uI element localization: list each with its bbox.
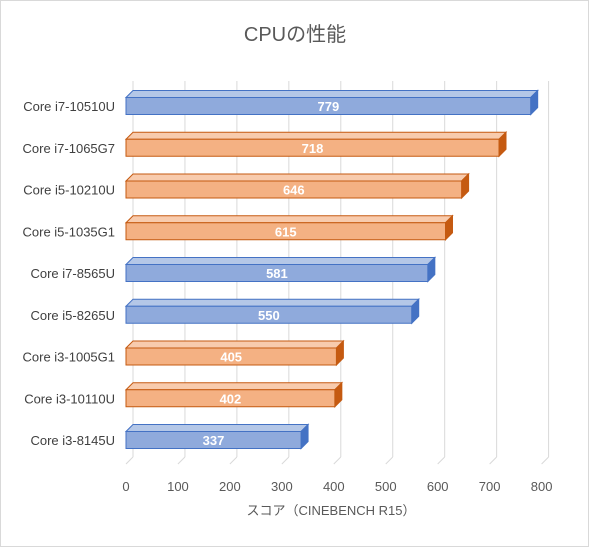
gridline-floor: [333, 456, 342, 465]
category-label: Core i3-10110U: [24, 391, 115, 406]
bar-series: 779 718 646 615 581 550 405 402 337: [124, 89, 539, 450]
bar-face: [125, 389, 336, 408]
bar-top: [124, 173, 470, 182]
data-label: 779: [317, 99, 339, 114]
category-label: Core i7-10510U: [23, 99, 115, 114]
x-tick-label: 700: [479, 479, 501, 494]
x-tick-label: 800: [531, 479, 553, 494]
bar: 779: [124, 89, 539, 116]
x-tick-label: 500: [375, 479, 397, 494]
x-tick-label: 300: [271, 479, 293, 494]
category-label: Core i3-1005G1: [23, 350, 116, 365]
bar-face: [125, 305, 413, 324]
x-tick-label: 0: [122, 479, 129, 494]
data-label: 337: [203, 433, 225, 448]
bar-top: [124, 90, 539, 98]
category-label: Core i7-8565U: [30, 266, 115, 281]
category-label: Core i7-1065G7: [23, 141, 116, 156]
bar-face: [125, 180, 463, 199]
category-label: Core i5-8265U: [30, 308, 115, 323]
x-tick-label: 100: [167, 479, 189, 494]
bar-top: [124, 340, 345, 349]
category-label: Core i3-8145U: [30, 433, 115, 448]
bar-top: [124, 257, 437, 265]
bar-top: [124, 131, 508, 140]
bar: 405: [124, 339, 345, 367]
bar-top: [124, 298, 420, 307]
bar: 646: [124, 172, 470, 200]
data-label: 402: [220, 391, 242, 406]
data-label: 646: [283, 183, 305, 198]
bar-face: [125, 222, 446, 241]
bar-face: [125, 264, 429, 282]
bar-top: [124, 382, 344, 391]
bar-face: [125, 97, 532, 115]
category-label: Core i5-10210U: [23, 183, 115, 198]
gridline-floor: [541, 456, 549, 465]
bar-face: [125, 138, 500, 157]
gridline-floor: [177, 456, 186, 465]
bar: 550: [124, 298, 420, 325]
data-label: 615: [275, 224, 297, 239]
gridline-floor: [489, 456, 498, 465]
gridline-floor: [281, 456, 290, 465]
chart-title: CPUの性能: [244, 23, 346, 46]
bar: 718: [124, 131, 508, 158]
bar-top: [124, 215, 454, 224]
category-labels: Core i7-10510U Core i7-1065G7 Core i5-1021…: [23, 99, 116, 448]
gridline-floor: [437, 456, 446, 465]
x-axis-title: スコア（CINEBENCH R15）: [246, 503, 415, 518]
category-label: Core i5-1035G1: [23, 224, 116, 239]
data-label: 581: [266, 266, 288, 281]
x-tick-label: 600: [427, 479, 449, 494]
x-tick-label: 400: [323, 479, 345, 494]
bar: 402: [124, 381, 344, 408]
data-label: 718: [302, 141, 324, 156]
bar-face: [125, 347, 337, 366]
bar: 581: [124, 256, 437, 283]
data-label: 405: [220, 350, 242, 365]
gridline-floor: [125, 456, 134, 465]
x-tick-labels: 0 100 200 300 400 500 600 700 800: [122, 479, 552, 494]
data-label: 550: [258, 308, 280, 323]
gridline-floor: [229, 456, 238, 465]
gridline-floor: [385, 456, 394, 465]
bar-top: [124, 424, 310, 432]
bar: 615: [124, 214, 454, 241]
bar-face: [125, 431, 302, 449]
bar: 337: [124, 423, 310, 450]
x-tick-label: 200: [219, 479, 241, 494]
